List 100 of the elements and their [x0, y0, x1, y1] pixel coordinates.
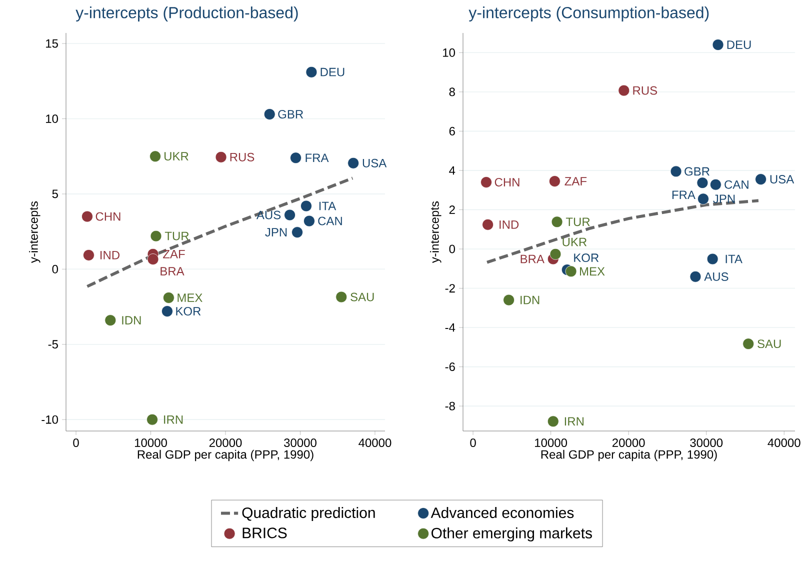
point — [696, 177, 708, 189]
x-tick-label: 10000 — [134, 438, 167, 448]
point — [348, 157, 360, 169]
y-axis-title: y-intercepts — [430, 201, 442, 263]
data-label: USA — [362, 158, 387, 168]
data-label: FRA — [306, 154, 329, 162]
data-label: SAU — [758, 340, 781, 348]
point — [215, 151, 227, 163]
data-label: IND — [500, 220, 519, 229]
x-axis-title: Real GDP per capita (PPP, 1990) — [541, 450, 717, 462]
point — [146, 414, 158, 426]
point — [742, 338, 754, 350]
data-label: AUS — [256, 210, 281, 220]
point — [618, 84, 630, 96]
x-tick-label: 0 — [73, 438, 79, 448]
x-axis-title: Real GDP per capita (PPP, 1990) — [138, 450, 314, 462]
data-label: GBR — [278, 110, 304, 118]
point — [104, 314, 116, 326]
point — [503, 294, 515, 306]
data-label: KOR — [176, 307, 201, 316]
chart-title: y-intercepts (Consumption-based) — [468, 6, 709, 22]
data-label: SAU — [350, 292, 374, 302]
y-tick-label: 4 — [449, 166, 456, 175]
y-tick-label: -10 — [42, 415, 58, 424]
legend-label: BRICS — [242, 528, 287, 538]
x-tick-label: 20000 — [612, 438, 645, 448]
data-label: ITA — [726, 254, 742, 264]
point — [551, 216, 563, 228]
y-tick-label: 0 — [449, 244, 456, 254]
point — [480, 176, 492, 188]
x-tick-label: 30000 — [690, 438, 723, 448]
data-label: BRA — [520, 254, 544, 264]
y-tick-label: 2 — [449, 206, 455, 214]
data-label: DEU — [320, 68, 344, 76]
point — [336, 291, 348, 303]
legend-label: Quadratic prediction — [242, 507, 375, 522]
point — [300, 200, 312, 212]
point — [304, 215, 315, 227]
data-label: IRN — [564, 417, 584, 426]
data-label: DEU — [727, 40, 751, 49]
y-tick-label: -8 — [445, 402, 455, 410]
x-tick-label: 40000 — [358, 438, 392, 448]
point — [264, 108, 276, 120]
y-tick-label: 6 — [449, 126, 455, 136]
data-label: MEX — [580, 267, 605, 276]
data-label: IDN — [520, 296, 540, 304]
data-label: IND — [100, 251, 120, 260]
point — [306, 66, 318, 78]
x-tick-label: 20000 — [209, 438, 242, 448]
data-label: FRA — [672, 190, 696, 199]
chart-title: y-intercepts (Production-based) — [76, 6, 298, 22]
y-tick-label: 0 — [52, 264, 58, 274]
point — [755, 174, 766, 185]
data-label: ZAF — [564, 177, 587, 186]
point — [712, 39, 724, 50]
data-label: ITA — [319, 202, 336, 210]
point — [292, 226, 303, 238]
data-label: RUS — [230, 152, 254, 162]
data-label: RUS — [633, 86, 658, 95]
data-label: CHN — [494, 178, 520, 186]
x-tick-label: 10000 — [535, 438, 568, 448]
point — [670, 166, 682, 178]
data-label: JPN — [713, 194, 735, 204]
data-label: TUR — [566, 218, 590, 226]
data-label: CHN — [96, 212, 120, 221]
x-tick-label: 0 — [470, 438, 476, 448]
x-tick-label: 40000 — [768, 438, 800, 448]
point — [284, 209, 296, 221]
point — [548, 176, 560, 187]
y-tick-label: -5 — [48, 340, 58, 349]
y-tick-label: 10 — [46, 114, 58, 123]
y-tick-label: 10 — [443, 48, 456, 57]
point — [550, 248, 562, 260]
legend-label: Advanced economies — [430, 507, 574, 518]
y-tick-label: -4 — [445, 323, 456, 332]
data-label: USA — [770, 175, 794, 184]
y-tick-label: 15 — [46, 39, 58, 48]
data-label: MEX — [178, 294, 202, 302]
y-tick-label: 8 — [449, 88, 455, 96]
data-label: JPN — [265, 228, 287, 236]
data-label: CAN — [318, 216, 342, 226]
point — [690, 270, 702, 282]
y-tick-label: 5 — [52, 190, 58, 198]
data-label: GBR — [684, 167, 710, 176]
point — [698, 193, 709, 205]
data-label: AUS — [704, 272, 728, 281]
y-axis-title: y-intercepts — [29, 201, 40, 263]
data-label: IRN — [164, 415, 183, 424]
point — [482, 218, 494, 230]
point — [150, 230, 162, 242]
data-label: UKR — [164, 152, 188, 161]
legend-label: Other emerging markets — [432, 527, 592, 542]
point — [162, 306, 173, 317]
y-tick-label: -2 — [445, 284, 455, 292]
data-label: CAN — [724, 180, 748, 189]
point — [83, 249, 94, 261]
point — [710, 178, 722, 190]
y-tick-label: -6 — [445, 362, 455, 372]
point — [147, 254, 159, 265]
data-label: KOR — [574, 254, 599, 262]
